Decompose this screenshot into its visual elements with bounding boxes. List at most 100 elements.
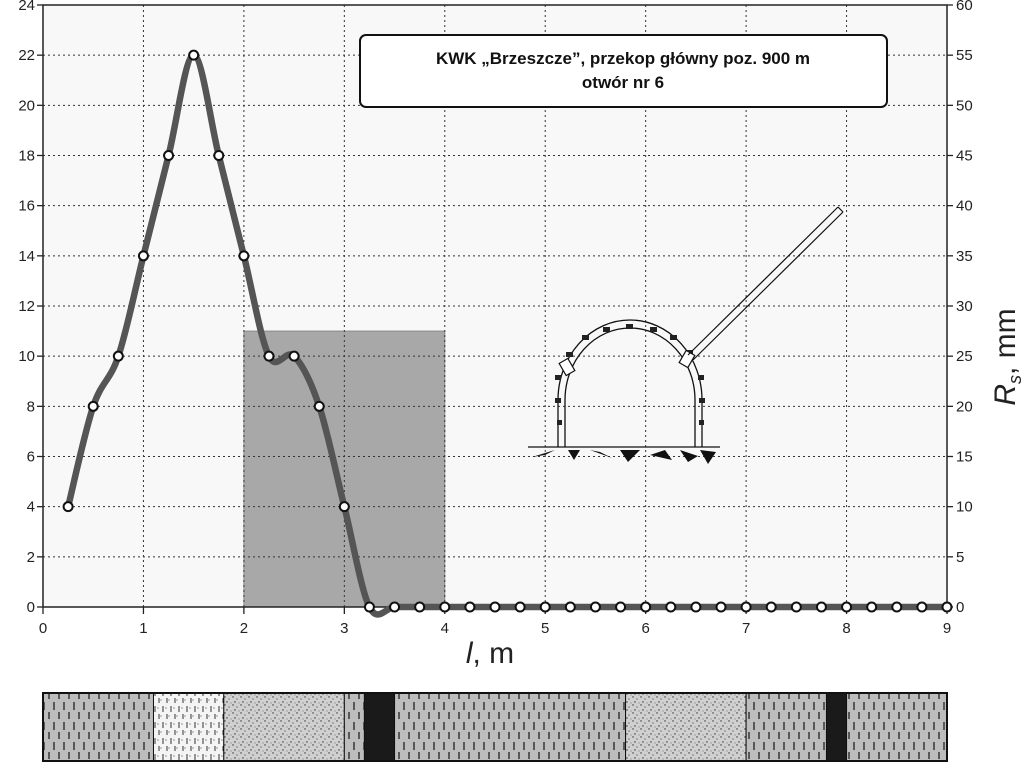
lithology-layer-coal (363, 692, 396, 762)
right-y-axis-tick-label: 5 (956, 549, 964, 566)
data-point-marker (665, 601, 677, 613)
left-y-axis-tick-label: 10 (18, 348, 35, 365)
data-point-marker (188, 49, 200, 61)
data-point-marker (112, 350, 124, 362)
data-point-marker (539, 601, 551, 613)
data-point-marker (690, 601, 702, 613)
data-point-marker (740, 601, 752, 613)
right-y-axis-tick-label: 10 (956, 499, 973, 516)
x-axis-title: l, m (466, 637, 514, 670)
data-point-marker (916, 601, 928, 613)
data-point-marker (815, 601, 827, 613)
chart-title-line-1: KWK „Brzeszcze”, przekop główny poz. 900… (436, 49, 810, 68)
data-point-marker (514, 601, 526, 613)
left-y-axis-tick-label: 18 (18, 148, 35, 165)
data-point-marker (464, 601, 476, 613)
x-axis-tick-label: 3 (340, 620, 348, 637)
left-y-axis-tick-label: 4 (27, 499, 35, 516)
x-axis-tick-labels: 0 1 2 3 4 5 6 7 8 9 (39, 620, 951, 637)
data-point-marker (389, 601, 401, 613)
left-y-axis-tick-label: 8 (27, 398, 35, 415)
data-point-marker (615, 601, 627, 613)
data-series-markers (62, 49, 953, 613)
left-y-axis-tick-label: 20 (18, 97, 35, 114)
data-point-marker (489, 601, 501, 613)
x-axis-tick-label: 2 (240, 620, 248, 637)
right-y-axis-tick-label: 15 (956, 449, 973, 466)
right-y-axis-tick-label: 55 (956, 47, 973, 64)
right-y-axis-tick-label: 0 (956, 599, 964, 616)
left-y-axis-tick-label: 22 (18, 47, 35, 64)
data-point-marker (313, 400, 325, 412)
x-axis-tick-label: 7 (742, 620, 750, 637)
right-y-axis-tick-label: 35 (956, 248, 973, 265)
right-y-axis-title-symbol: R (989, 384, 1022, 406)
left-y-axis-tick-label: 24 (18, 0, 35, 14)
lithology-layer-coal (825, 692, 848, 762)
tunnel-cross-section-diagram (528, 206, 844, 464)
x-axis-tick-label: 9 (943, 620, 951, 637)
lithology-layer-hatch (343, 692, 365, 762)
lithology-layer-stipple (625, 692, 747, 762)
data-point-marker (238, 250, 250, 262)
lithology-layer-hatch (394, 692, 627, 762)
data-point-marker (564, 601, 576, 613)
data-point-marker (338, 501, 350, 513)
lithology-strip (42, 692, 948, 762)
data-point-marker (62, 501, 74, 513)
right-y-axis-tick-label: 50 (956, 97, 973, 114)
right-y-axis-tick-label: 25 (956, 348, 973, 365)
x-axis-title-unit: , m (473, 637, 515, 670)
lithology-strip-frame (42, 692, 948, 762)
data-point-marker (137, 250, 149, 262)
right-y-axis-tick-label: 30 (956, 298, 973, 315)
right-y-axis-tick-label: 45 (956, 148, 973, 165)
right-y-axis-tick-label: 40 (956, 198, 973, 215)
right-y-axis-tick-label: 60 (956, 0, 973, 14)
data-point-marker (414, 601, 426, 613)
x-axis-tick-label: 0 (39, 620, 47, 637)
lithology-layer-stipple (223, 692, 345, 762)
lithology-layer-hatch (745, 692, 827, 762)
x-axis-tick-label: 1 (139, 620, 147, 637)
data-point-marker (439, 601, 451, 613)
x-axis-tick-label: 6 (641, 620, 649, 637)
right-y-axis-title-subscript: s (1005, 375, 1024, 384)
data-point-marker (640, 601, 652, 613)
left-y-axis-tick-label: 6 (27, 449, 35, 466)
x-axis-title-symbol: l (466, 637, 474, 670)
right-y-axis-title-unit: , mm (989, 308, 1022, 375)
left-y-axis-tick-label: 14 (18, 248, 35, 265)
data-point-marker (589, 601, 601, 613)
data-point-marker (263, 350, 275, 362)
data-point-marker (715, 601, 727, 613)
x-axis-tick-label: 5 (541, 620, 549, 637)
left-y-axis-tick-label: 16 (18, 198, 35, 215)
left-y-axis-tick-label: 12 (18, 298, 35, 315)
data-point-marker (765, 601, 777, 613)
left-y-axis-tick-label: 0 (27, 599, 35, 616)
data-point-marker (363, 601, 375, 613)
x-axis-tick-label: 8 (842, 620, 850, 637)
chart-title-line-2: otwór nr 6 (582, 73, 664, 92)
chart-title-box: KWK „Brzeszcze”, przekop główny poz. 900… (359, 34, 888, 108)
right-y-axis-tick-labels: 0 5 10 15 20 25 30 35 40 45 50 55 60 (956, 0, 973, 616)
left-y-axis-tick-label: 2 (27, 549, 35, 566)
data-point-marker (213, 150, 225, 161)
right-y-axis-tick-label: 20 (956, 398, 973, 415)
data-point-marker (866, 601, 878, 613)
data-point-marker (841, 601, 853, 613)
x-axis-tick-label: 4 (441, 620, 449, 637)
data-point-marker (87, 400, 99, 412)
data-point-marker (891, 601, 903, 613)
data-point-marker (288, 350, 300, 362)
lithology-layer-hatch (42, 692, 154, 762)
data-point-marker (941, 601, 953, 613)
lithology-layer-light-hatch (152, 692, 225, 762)
right-y-axis-title: Rs, mm (989, 308, 1024, 405)
lithology-layer-hatch (846, 692, 948, 762)
data-point-marker (163, 150, 175, 161)
data-point-marker (790, 601, 802, 613)
